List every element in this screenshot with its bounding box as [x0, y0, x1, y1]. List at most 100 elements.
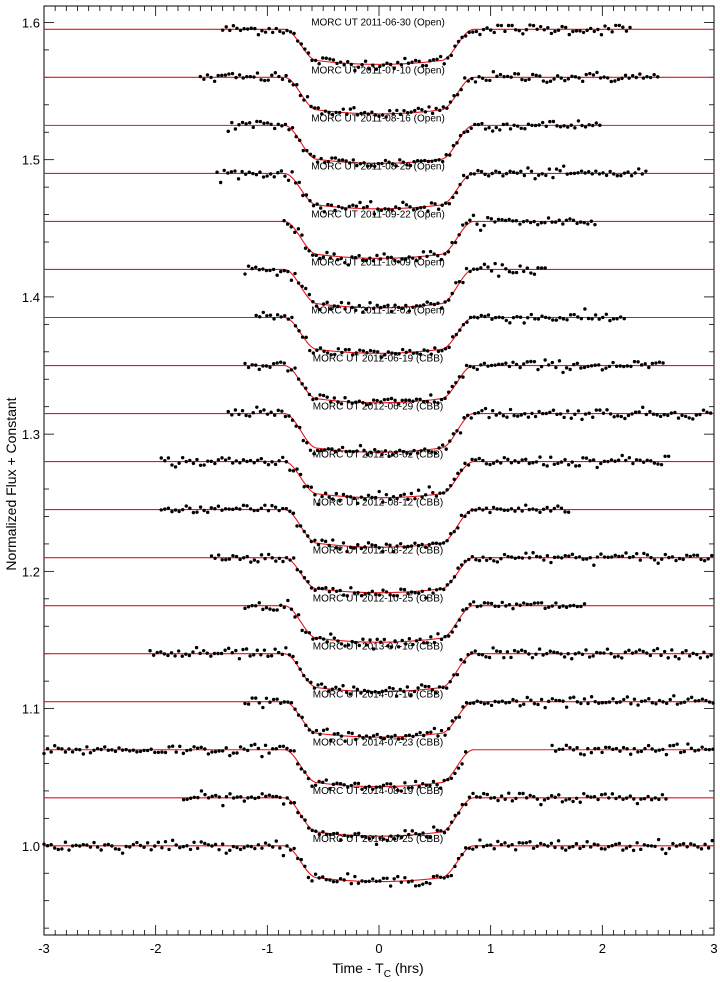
data-point: [542, 558, 546, 562]
data-point: [263, 30, 268, 34]
data-point: [395, 544, 399, 548]
data-point: [230, 71, 235, 76]
data-point: [471, 365, 476, 370]
data-point: [553, 29, 557, 34]
data-point: [351, 450, 356, 454]
data-point: [256, 33, 261, 37]
data-point: [480, 653, 485, 657]
data-point: [386, 303, 390, 307]
data-point: [594, 408, 598, 412]
data-point: [209, 654, 213, 658]
data-point: [113, 847, 118, 851]
data-point: [570, 74, 574, 79]
data-point: [511, 170, 516, 174]
data-point: [386, 350, 391, 354]
data-point: [426, 449, 431, 453]
data-point: [399, 835, 404, 840]
data-point: [486, 701, 490, 705]
curve-label: MORC UT 2014-09-25 (CBB): [313, 834, 443, 845]
data-point: [602, 651, 606, 655]
data-point: [354, 400, 358, 404]
data-point: [591, 458, 596, 462]
data-point: [478, 32, 482, 37]
data-point: [551, 408, 556, 412]
data-point: [564, 705, 569, 709]
x-tick-label: -1: [262, 941, 274, 956]
data-point: [488, 556, 492, 561]
data-point: [257, 268, 261, 272]
data-point: [557, 605, 562, 610]
data-point: [266, 552, 271, 557]
data-point: [422, 205, 427, 209]
data-point: [621, 25, 625, 29]
data-point: [335, 831, 339, 836]
data-point: [595, 465, 599, 470]
model-curve: [44, 124, 714, 164]
data-point: [226, 171, 230, 175]
data-point: [327, 543, 331, 548]
data-point: [423, 684, 427, 689]
data-point: [573, 652, 578, 656]
data-point: [629, 174, 634, 178]
data-point: [484, 78, 488, 83]
data-point: [708, 411, 713, 415]
data-point: [485, 26, 489, 30]
data-point: [245, 748, 250, 753]
data-point: [103, 745, 107, 749]
data-point: [291, 469, 296, 473]
data-point: [327, 110, 331, 115]
data-point: [106, 748, 111, 752]
data-point: [602, 555, 607, 559]
data-point: [290, 170, 294, 174]
data-point: [673, 410, 677, 415]
data-point: [668, 744, 672, 748]
data-point: [184, 504, 188, 508]
data-point: [162, 652, 167, 656]
data-point: [455, 93, 460, 97]
data-point: [337, 448, 341, 452]
data-point: [264, 606, 269, 610]
data-point: [424, 596, 428, 600]
data-point: [482, 601, 487, 605]
data-point: [339, 402, 344, 406]
data-point: [423, 158, 427, 163]
data-point: [359, 546, 364, 551]
data-point: [515, 314, 519, 319]
data-point: [302, 673, 306, 678]
data-point: [319, 156, 323, 161]
data-point: [206, 459, 210, 463]
data-point: [524, 28, 529, 32]
data-point: [135, 840, 139, 845]
data-point: [576, 315, 580, 319]
data-point: [181, 844, 186, 849]
data-point: [509, 555, 514, 559]
data-point: [630, 412, 634, 416]
data-point: [452, 529, 456, 534]
data-point: [561, 747, 565, 751]
data-point: [495, 649, 499, 653]
data-point: [576, 171, 580, 175]
data-point: [246, 264, 251, 268]
data-point: [317, 62, 321, 66]
data-point: [188, 458, 192, 463]
data-point: [170, 744, 175, 748]
data-point: [406, 497, 410, 502]
data-point: [238, 847, 243, 852]
data-point: [339, 300, 344, 305]
data-point: [400, 347, 405, 352]
data-point: [403, 781, 407, 785]
data-point: [264, 268, 269, 273]
data-point: [313, 493, 317, 497]
data-point: [326, 202, 330, 207]
data-point: [534, 73, 538, 78]
data-point: [431, 874, 436, 879]
data-point: [194, 645, 199, 650]
data-point: [269, 410, 273, 414]
data-point: [403, 829, 407, 833]
data-point: [366, 493, 371, 497]
data-point: [432, 302, 437, 307]
data-point: [522, 321, 526, 325]
data-point: [332, 636, 337, 640]
data-point: [595, 555, 600, 559]
